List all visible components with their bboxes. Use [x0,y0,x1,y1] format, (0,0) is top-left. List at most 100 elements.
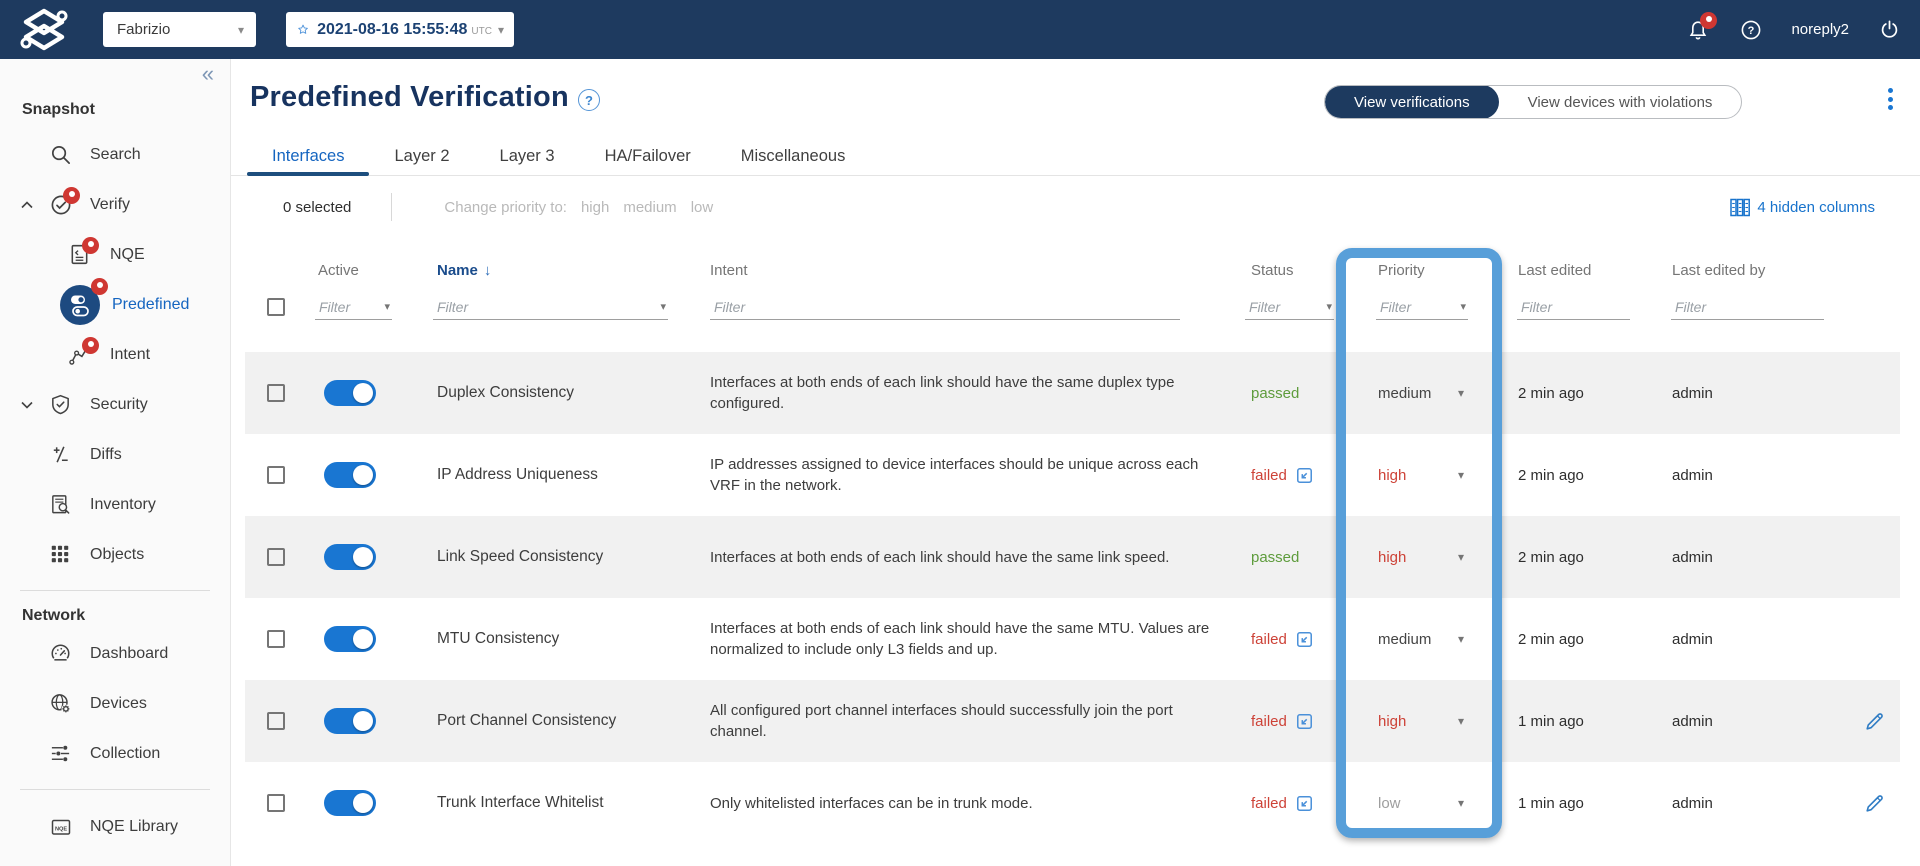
verification-name[interactable]: Port Channel Consistency [437,712,617,729]
active-toggle[interactable] [324,544,376,570]
view-toggle-option-0[interactable]: View verifications [1325,86,1499,118]
notifications-button[interactable] [1685,11,1718,43]
username[interactable]: noreply2 [1791,21,1849,38]
sidebar-item-dashboard[interactable]: Dashboard [0,629,230,679]
sidebar-item-predefined[interactable]: Predefined [0,278,230,330]
chevron-down-icon: ▾ [1457,714,1464,728]
logout-button[interactable] [1876,17,1902,43]
status-cell: passed [1240,385,1336,402]
priority-dropdown[interactable]: high ▾ [1336,713,1502,730]
column-header-active[interactable]: Active [318,261,359,279]
snapshot-timezone: UTC [471,26,492,37]
view-violations-icon[interactable] [1295,630,1314,649]
bulk-priority-low[interactable]: low [690,198,714,216]
priority-label: medium [1378,630,1432,648]
verification-name[interactable]: Trunk Interface Whitelist [437,794,604,811]
sidebar-item-objects[interactable]: Objects [0,530,230,580]
kebab-menu-icon[interactable] [1883,88,1897,110]
verification-name[interactable]: IP Address Uniqueness [437,466,598,483]
priority-dropdown[interactable]: high ▾ [1336,549,1502,566]
priority-dropdown[interactable]: medium ▾ [1336,631,1502,648]
column-header-last-edited-by[interactable]: Last edited by [1672,261,1766,279]
row-checkbox[interactable] [267,630,285,648]
filter-placeholder: Filter [714,298,746,315]
table-toolbar: 0 selected Change priority to: high mediu… [231,176,1920,238]
column-header-priority[interactable]: Priority [1378,261,1425,279]
column-header-last-edited[interactable]: Last edited [1518,261,1592,279]
filter-placeholder: Filter [1249,298,1281,315]
verification-intent: Only whitelisted interfaces can be in tr… [710,794,1033,812]
last-edited: 1 min ago [1518,712,1584,730]
help-button[interactable]: ? [1738,17,1764,43]
sidebar-item-label: Predefined [112,296,190,313]
view-toggle-option-1[interactable]: View devices with violations [1527,93,1713,111]
filter-input-active[interactable]: Filter ▾ [315,294,392,320]
star-icon[interactable] [297,19,309,40]
view-violations-icon[interactable] [1295,794,1314,813]
sidebar-item-search[interactable]: Search [0,130,230,180]
tab-ha-failover[interactable]: HA/Failover [604,147,691,165]
row-checkbox[interactable] [267,384,285,402]
tab-layer-2[interactable]: Layer 2 [394,147,450,165]
column-header-name[interactable]: Name ↓ [437,261,492,279]
filter-input-last-edited[interactable]: Filter [1517,294,1630,320]
active-toggle[interactable] [324,708,376,734]
row-checkbox[interactable] [267,466,285,484]
row-checkbox[interactable] [267,794,285,812]
sidebar-item-intent[interactable]: Intent [0,330,230,380]
filter-input-name[interactable]: Filter ▾ [433,294,668,320]
sidebar-item-devices[interactable]: Devices [0,679,230,729]
active-toggle[interactable] [324,626,376,652]
table-row: IP Address Uniqueness IP addresses assign… [245,434,1900,516]
filter-input-status[interactable]: Filter ▾ [1245,294,1334,320]
filter-input-intent[interactable]: Filter [710,294,1180,320]
tab-layer-3[interactable]: Layer 3 [499,147,555,165]
row-checkbox[interactable] [267,548,285,566]
priority-dropdown[interactable]: high ▾ [1336,467,1502,484]
sidebar-item-nqe[interactable]: NQE [0,230,230,280]
snapshot-selector[interactable]: 2021-08-16 15:55:48 UTC ▾ [286,12,514,47]
hidden-columns-button[interactable]: 4 hidden columns [1730,198,1875,217]
title-help-icon[interactable]: ? [578,89,600,111]
select-all-checkbox[interactable] [267,298,285,316]
view-violations-icon[interactable] [1295,712,1314,731]
filter-input-last-edited-by[interactable]: Filter [1671,294,1824,320]
tab-miscellaneous[interactable]: Miscellaneous [740,147,846,165]
sidebar-item-inventory[interactable]: Inventory [0,480,230,530]
status-label: failed [1251,712,1287,730]
edit-pencil-icon[interactable] [1863,709,1887,733]
active-toggle[interactable] [324,790,376,816]
table-row: MTU Consistency Interfaces at both ends o… [245,598,1900,680]
view-violations-icon[interactable] [1295,466,1314,485]
active-toggle[interactable] [324,380,376,406]
edit-pencil-icon[interactable] [1863,791,1887,815]
sidebar-item-nqe-library[interactable]: NQE NQE Library [0,802,230,852]
column-header-status[interactable]: Status [1251,261,1294,279]
sidebar-item-collection[interactable]: Collection [0,729,230,779]
chevron-down-icon: ▾ [1457,632,1464,646]
verification-name[interactable]: Link Speed Consistency [437,548,604,565]
verification-name[interactable]: MTU Consistency [437,630,560,647]
priority-dropdown[interactable]: low ▾ [1336,795,1502,812]
sidebar-heading-snapshot: Snapshot [22,101,95,118]
row-checkbox[interactable] [267,712,285,730]
network-selector[interactable]: Fabrizio ▾ [103,12,256,47]
sidebar-item-diffs[interactable]: Diffs [0,430,230,480]
priority-dropdown[interactable]: medium ▾ [1336,385,1502,402]
active-toggle[interactable] [324,462,376,488]
sidebar-item-security[interactable]: Security [0,380,230,430]
red-badge [63,187,80,204]
sidebar-divider [20,590,210,591]
tab-interfaces[interactable]: Interfaces [247,138,370,176]
last-edited: 1 min ago [1518,794,1584,812]
sidebar-item-verify[interactable]: Verify [0,180,230,230]
bulk-priority-high[interactable]: high [580,198,610,216]
bulk-priority-medium[interactable]: medium [623,198,677,216]
chevron-up-icon[interactable] [21,196,33,214]
filter-input-priority[interactable]: Filter ▾ [1376,294,1468,320]
chevron-down-icon: ▾ [1457,468,1464,482]
verification-name[interactable]: Duplex Consistency [437,384,574,401]
sidebar-collapse-icon[interactable]: « [201,61,214,86]
column-header-intent[interactable]: Intent [710,261,748,279]
chevron-down-icon[interactable] [21,396,33,414]
